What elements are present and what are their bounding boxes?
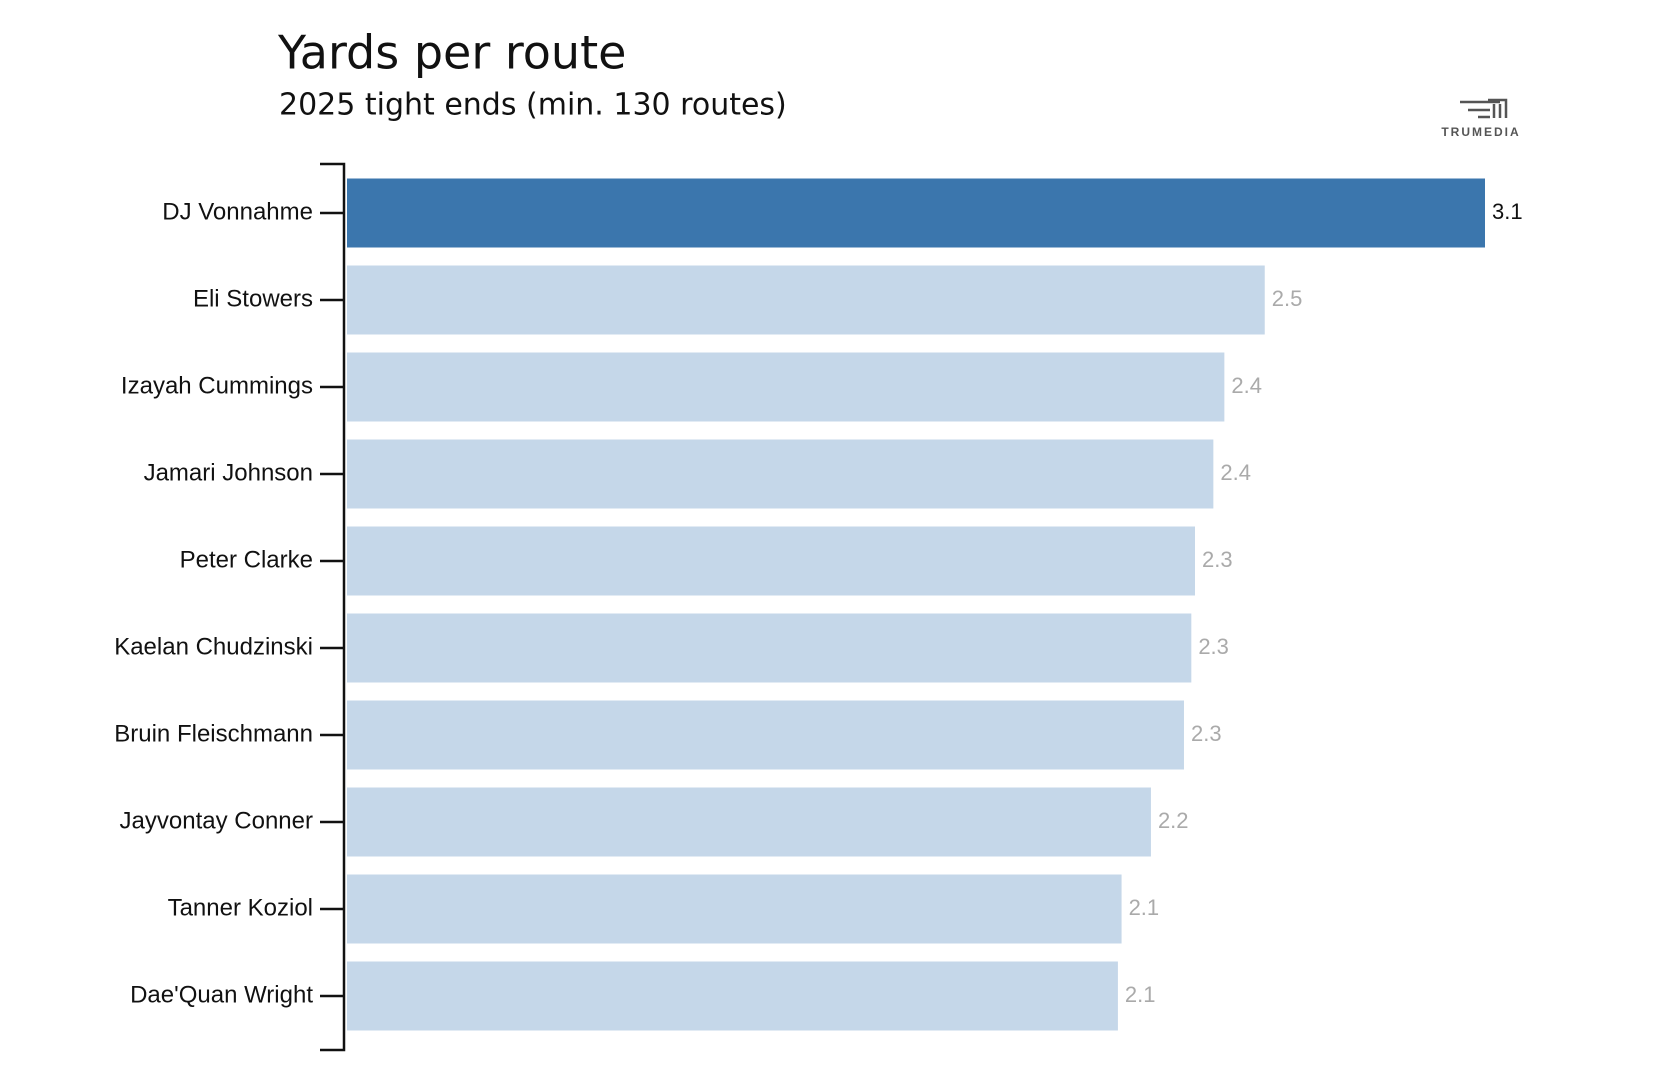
value-label: 3.1	[1492, 199, 1523, 224]
value-label: 2.2	[1158, 808, 1189, 833]
value-label: 2.3	[1202, 547, 1233, 572]
value-label: 2.1	[1129, 895, 1160, 920]
logo-icon	[1460, 98, 1508, 119]
y-tick-label: Dae'Quan Wright	[130, 981, 313, 1008]
y-tick-label: DJ Vonnahme	[162, 198, 313, 225]
value-label: 2.3	[1198, 634, 1229, 659]
value-label: 2.5	[1272, 286, 1303, 311]
bar	[347, 178, 1485, 248]
y-tick-label: Jamari Johnson	[144, 459, 313, 486]
y-tick-label: Kaelan Chudzinski	[114, 633, 313, 660]
bar	[347, 961, 1118, 1031]
bar	[347, 700, 1184, 770]
y-tick-label: Jayvontay Conner	[120, 807, 313, 834]
bar	[347, 526, 1195, 596]
bar	[347, 613, 1192, 683]
y-tick-label: Peter Clarke	[180, 546, 313, 573]
bar	[347, 874, 1122, 944]
y-tick-label: Izayah Cummings	[121, 372, 313, 399]
logo-text: TRUMEDIA	[1441, 125, 1520, 139]
value-label: 2.4	[1231, 373, 1262, 398]
chart-title: Yards per route	[277, 26, 626, 80]
y-tick-label: Bruin Fleischmann	[114, 720, 313, 747]
bar	[347, 265, 1265, 335]
chart-subtitle: 2025 tight ends (min. 130 routes)	[279, 88, 787, 123]
bar	[347, 439, 1214, 509]
y-tick-label: Tanner Koziol	[168, 894, 313, 921]
y-axis	[320, 162, 346, 1052]
value-label: 2.1	[1125, 982, 1156, 1007]
y-tick-label: Eli Stowers	[193, 285, 313, 312]
value-label: 2.3	[1191, 721, 1222, 746]
bar	[347, 352, 1225, 422]
bar	[347, 787, 1151, 857]
value-label: 2.4	[1220, 460, 1251, 485]
